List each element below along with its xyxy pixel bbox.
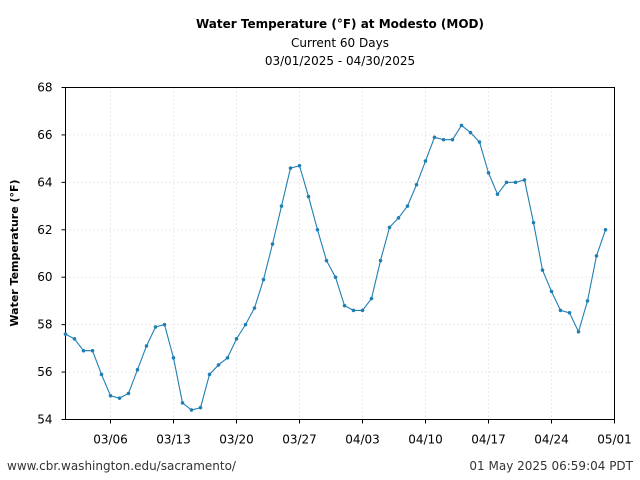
data-point <box>378 258 383 263</box>
data-point <box>288 166 293 170</box>
data-point <box>414 182 419 187</box>
data-point <box>450 137 455 142</box>
data-point <box>387 225 392 230</box>
data-point <box>360 308 365 313</box>
data-point <box>198 405 203 410</box>
data-point <box>270 242 275 246</box>
data-point <box>432 135 437 140</box>
data-point <box>72 337 77 341</box>
x-tick-label: 04/10 <box>408 433 443 447</box>
y-tick-label: 64 <box>37 175 52 189</box>
data-point <box>522 178 527 182</box>
data-point <box>189 408 194 412</box>
data-point <box>216 363 221 367</box>
data-point <box>423 159 428 163</box>
chart-subtitle-period: Current 60 Days <box>291 36 389 50</box>
data-point <box>279 204 284 208</box>
y-tick-label: 56 <box>37 365 52 379</box>
chart-subtitle-range: 03/01/2025 - 04/30/2025 <box>265 54 415 68</box>
data-point <box>468 130 473 135</box>
data-point <box>135 367 140 372</box>
data-point <box>162 322 167 327</box>
data-point <box>594 254 599 258</box>
data-point <box>108 393 113 398</box>
data-point <box>324 258 329 263</box>
y-tick-label: 60 <box>37 270 52 284</box>
data-point <box>441 137 446 142</box>
data-point <box>63 332 68 336</box>
data-point <box>315 227 320 232</box>
footer-timestamp: 01 May 2025 06:59:04 PDT <box>469 459 633 473</box>
data-point <box>558 308 563 313</box>
data-point <box>297 163 302 168</box>
x-tick-label: 03/20 <box>219 433 254 447</box>
data-point <box>81 348 86 353</box>
data-point <box>531 220 536 225</box>
data-point <box>261 277 266 282</box>
data-point <box>171 355 176 360</box>
data-point <box>225 355 230 360</box>
data-point <box>513 180 518 185</box>
data-point <box>90 348 95 353</box>
data-point <box>144 344 149 348</box>
data-point <box>369 296 374 301</box>
x-tick-label: 04/17 <box>471 433 506 447</box>
plot-frame <box>65 87 615 420</box>
data-point <box>99 372 104 377</box>
data-point <box>405 204 410 208</box>
x-tick-label: 05/01 <box>597 433 632 447</box>
y-tick-label: 54 <box>37 413 52 427</box>
data-point <box>180 401 185 405</box>
data-point <box>396 216 401 220</box>
y-tick-label: 66 <box>37 128 52 142</box>
x-tick-label: 03/06 <box>93 433 128 447</box>
data-point <box>459 123 464 128</box>
data-point <box>603 227 608 232</box>
data-point <box>540 268 545 272</box>
data-point <box>585 299 590 303</box>
data-point <box>117 396 122 401</box>
data-point <box>207 372 212 377</box>
tick-layer: 54 56 58 60 62 64 66 68 03/06 03/13 03/20 03/27 04/0… <box>37 81 632 447</box>
data-point <box>351 308 356 313</box>
data-point <box>153 325 158 329</box>
data-point <box>504 180 509 185</box>
data-point <box>306 194 311 199</box>
data-point <box>549 289 554 294</box>
data-point <box>342 303 347 308</box>
data-point <box>576 329 581 334</box>
series-line <box>65 124 607 411</box>
series-layer <box>63 123 608 412</box>
data-point <box>567 310 572 315</box>
data-point <box>333 275 338 280</box>
x-tick-label: 03/13 <box>156 433 191 447</box>
chart-title: Water Temperature (°F) at Modesto (MOD) <box>196 17 484 31</box>
data-point <box>252 306 257 310</box>
data-point <box>126 391 131 396</box>
data-point <box>243 322 248 327</box>
data-point <box>495 192 500 197</box>
data-point <box>486 171 491 175</box>
data-point <box>477 140 482 144</box>
y-tick-label: 58 <box>37 318 52 332</box>
x-tick-label: 04/24 <box>534 433 569 447</box>
y-axis-label: Water Temperature (°F) <box>8 179 21 326</box>
data-point <box>234 337 239 341</box>
y-tick-label: 62 <box>37 223 52 237</box>
y-tick-label: 68 <box>37 81 52 95</box>
x-tick-label: 04/03 <box>345 433 380 447</box>
footer-url[interactable]: www.cbr.washington.edu/sacramento/ <box>7 459 237 473</box>
x-tick-label: 03/27 <box>282 433 317 447</box>
grid-layer <box>65 87 615 420</box>
